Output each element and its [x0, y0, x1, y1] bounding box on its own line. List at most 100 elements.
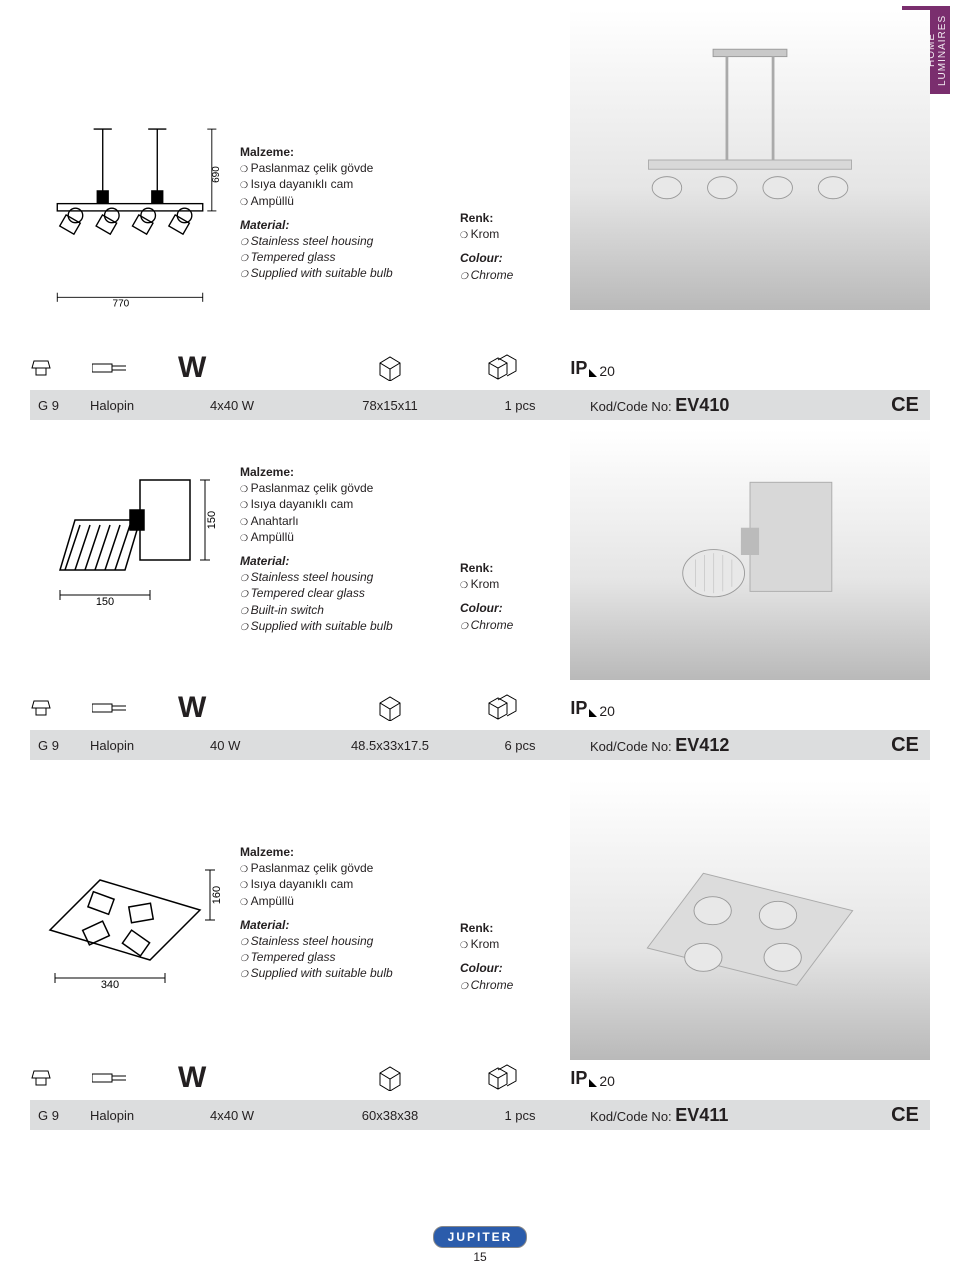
diagram-2: 150 150	[30, 460, 230, 660]
color-block-3: Renk: Krom Colour: Chrome	[460, 920, 580, 993]
boxes-icon	[486, 1064, 520, 1092]
spec-power: 4x40 W	[210, 1108, 310, 1123]
color-block-2: Renk: Krom Colour: Chrome	[460, 560, 580, 633]
spec-size: 48.5x33x17.5	[310, 738, 470, 753]
colour-heading: Colour:	[460, 960, 580, 976]
page-number: 15	[0, 1250, 960, 1264]
malzeme-list: Paslanmaz çelik gövde Isıya dayanıklı ca…	[240, 480, 520, 545]
spec-code-label: Kod/Code No:	[590, 739, 672, 754]
spec-code: EV412	[675, 735, 729, 755]
pin-lamp-icon	[92, 701, 128, 715]
list-item: Chrome	[460, 617, 580, 633]
list-item: Krom	[460, 226, 580, 242]
list-item: Isıya dayanıklı cam	[240, 496, 520, 512]
list-item: Chrome	[460, 977, 580, 993]
spec-qty: 1 pcs	[470, 398, 570, 413]
product-row-3: 340 160 Malzeme: Paslanmaz çelik gövde I…	[30, 810, 930, 1130]
spec-code-cell: Kod/Code No: EV411	[570, 1105, 880, 1126]
box-icon	[376, 1065, 406, 1091]
ce-mark: CE	[880, 394, 930, 417]
spec-power: 40 W	[210, 738, 310, 753]
spec-lamp: Halopin	[90, 398, 210, 413]
malzeme-heading: Malzeme:	[240, 844, 520, 860]
spec-bar-1: G 9 Halopin 4x40 W 78x15x11 1 pcs Kod/Co…	[30, 390, 930, 420]
list-item: Krom	[460, 936, 580, 952]
icon-strip-2: W IP20	[30, 692, 930, 724]
product-row-2: 150 150 Malzeme: Paslanmaz çelik gövde I…	[30, 460, 930, 760]
spec-socket: G 9	[30, 738, 90, 753]
footer: JUPITER 15	[0, 1226, 960, 1264]
boxes-icon	[486, 694, 520, 722]
watt-icon: W	[178, 351, 206, 385]
list-item: Isıya dayanıklı cam	[240, 876, 520, 892]
lamp-icon	[30, 359, 52, 377]
spec-lamp: Halopin	[90, 1108, 210, 1123]
watt-icon: W	[178, 1061, 206, 1095]
spec-code-label: Kod/Code No:	[590, 1109, 672, 1124]
spec-bar-3: G 9 Halopin 4x40 W 60x38x38 1 pcs Kod/Co…	[30, 1100, 930, 1130]
list-item: Ampüllü	[240, 193, 520, 209]
spec-bar-2: G 9 Halopin 40 W 48.5x33x17.5 6 pcs Kod/…	[30, 730, 930, 760]
list-item: Krom	[460, 576, 580, 592]
list-item: Paslanmaz çelik gövde	[240, 480, 520, 496]
svg-text:340: 340	[101, 979, 119, 991]
spec-power: 4x40 W	[210, 398, 310, 413]
malzeme-heading: Malzeme:	[240, 464, 520, 480]
spec-code-cell: Kod/Code No: EV412	[570, 735, 880, 756]
spec-size: 78x15x11	[310, 398, 470, 413]
diagram-3: 340 160	[30, 810, 230, 1010]
watt-icon: W	[178, 691, 206, 725]
spec-qty: 1 pcs	[470, 1108, 570, 1123]
icon-strip-1: W IP20	[30, 352, 930, 384]
product-photo-3	[570, 780, 930, 1060]
spec-socket: G 9	[30, 398, 90, 413]
box-icon	[376, 355, 406, 381]
icon-strip-3: W IP20	[30, 1062, 930, 1094]
pin-lamp-icon	[92, 361, 128, 375]
malzeme-heading: Malzeme:	[240, 144, 520, 160]
renk-heading: Renk:	[460, 210, 580, 226]
svg-text:150: 150	[206, 511, 218, 529]
ce-mark: CE	[880, 734, 930, 757]
list-item: Paslanmaz çelik gövde	[240, 160, 520, 176]
spec-code-label: Kod/Code No:	[590, 399, 672, 414]
list-item: Paslanmaz çelik gövde	[240, 860, 520, 876]
product-row-1: 770 690 Malzeme: Paslanmaz çelik gövde I…	[30, 120, 930, 420]
svg-text:150: 150	[96, 596, 114, 608]
list-item: Isıya dayanıklı cam	[240, 176, 520, 192]
product-photo-1	[570, 10, 930, 310]
boxes-icon	[486, 354, 520, 382]
color-block-1: Renk: Krom Colour: Chrome	[460, 210, 580, 283]
diagram-1: 770 690	[30, 120, 230, 320]
lamp-icon	[30, 699, 52, 717]
renk-heading: Renk:	[460, 560, 580, 576]
spec-code: EV411	[675, 1105, 728, 1125]
colour-heading: Colour:	[460, 250, 580, 266]
svg-text:690: 690	[211, 166, 222, 183]
lamp-icon	[30, 1069, 52, 1087]
renk-heading: Renk:	[460, 920, 580, 936]
svg-text:160: 160	[211, 886, 223, 904]
ip-rating-icon: IP20	[570, 1068, 615, 1089]
malzeme-list: Paslanmaz çelik gövde Isıya dayanıklı ca…	[240, 160, 520, 209]
ip-rating-icon: IP20	[570, 358, 615, 379]
list-item: Ampüllü	[240, 529, 520, 545]
svg-text:770: 770	[113, 298, 130, 309]
spec-code: EV410	[675, 395, 729, 415]
list-item: Anahtarlı	[240, 513, 520, 529]
spec-lamp: Halopin	[90, 738, 210, 753]
brand-logo: JUPITER	[433, 1226, 528, 1248]
spec-qty: 6 pcs	[470, 738, 570, 753]
spec-code-cell: Kod/Code No: EV410	[570, 395, 880, 416]
box-icon	[376, 695, 406, 721]
ce-mark: CE	[880, 1104, 930, 1127]
spec-socket: G 9	[30, 1108, 90, 1123]
ip-rating-icon: IP20	[570, 698, 615, 719]
list-item: Ampüllü	[240, 893, 520, 909]
colour-heading: Colour:	[460, 600, 580, 616]
malzeme-list: Paslanmaz çelik gövde Isıya dayanıklı ca…	[240, 860, 520, 909]
list-item: Chrome	[460, 267, 580, 283]
spec-size: 60x38x38	[310, 1108, 470, 1123]
product-photo-2	[570, 430, 930, 680]
pin-lamp-icon	[92, 1071, 128, 1085]
